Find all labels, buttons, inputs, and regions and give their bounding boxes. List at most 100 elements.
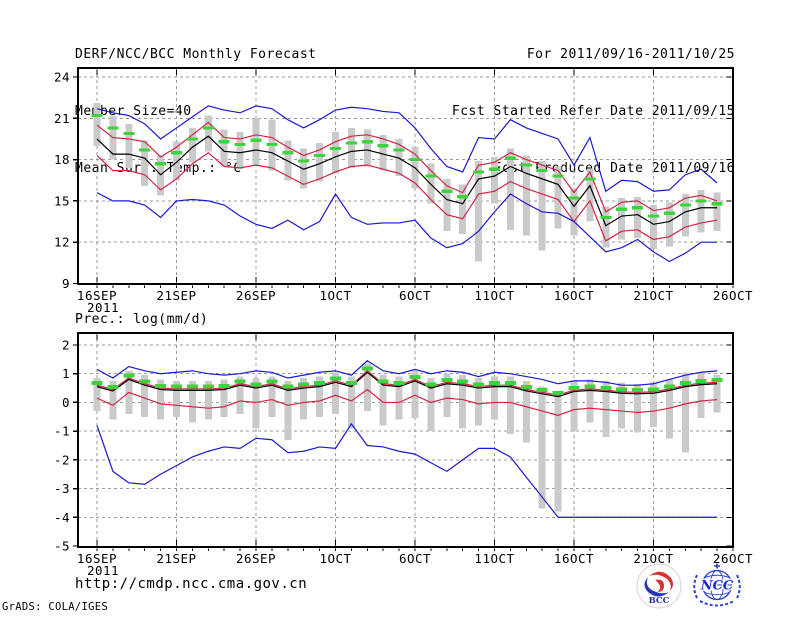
y-tick-label: 1 xyxy=(62,366,70,381)
ensemble-spread-bar xyxy=(300,378,308,420)
produced-date-label: Fcst Produced Date 2011/09/16 xyxy=(493,161,735,176)
x-tick-label: 21OCT xyxy=(633,551,673,566)
green-dash-forecast-marker xyxy=(600,385,612,390)
x-tick-label: 11OCT xyxy=(474,551,514,566)
green-dash-forecast-marker xyxy=(568,385,580,390)
green-dash-forecast-marker xyxy=(536,388,548,393)
ncc-logo-icon: NCC xyxy=(693,563,741,607)
ensemble-spread-bar xyxy=(713,192,721,232)
ensemble-spread-bar xyxy=(491,156,498,204)
green-dash-forecast-marker xyxy=(330,376,341,381)
precip-chart: -5 -4 -3 -2 -1 0 1 2 16SEP 21SEP 26SEP 1OCT 6OCT 11OC… xyxy=(54,332,753,578)
series-ensemble-max-line xyxy=(96,105,718,193)
ensemble-spread-bar xyxy=(475,378,483,426)
green-dash-forecast-marker xyxy=(632,206,644,210)
green-dash-forecast-marker xyxy=(504,156,516,160)
ensemble-spread-bar xyxy=(284,140,292,181)
ensemble-spread-bar xyxy=(204,115,212,152)
green-dash-forecast-marker xyxy=(314,153,326,158)
y-tick-label: -3 xyxy=(54,481,70,496)
green-dash-forecast-marker xyxy=(441,189,453,193)
ensemble-spread-bar xyxy=(697,372,705,419)
ensemble-spread-bar xyxy=(554,390,562,512)
green-dash-forecast-marker xyxy=(393,148,405,152)
ensemble-spread-bar xyxy=(443,373,451,417)
ensemble-spread-bar xyxy=(268,376,276,417)
green-dash-forecast-marker xyxy=(552,390,564,395)
ensemble-spread-bar xyxy=(586,169,594,222)
green-dash-forecast-marker xyxy=(584,384,596,389)
ensemble-spread-bar xyxy=(157,379,165,420)
green-dash-forecast-marker xyxy=(409,375,421,380)
green-dash-forecast-marker xyxy=(393,380,405,385)
series-ensemble-min-line xyxy=(96,192,718,263)
green-dash-forecast-marker xyxy=(186,384,198,389)
ensemble-spread-bar xyxy=(220,129,228,167)
green-dash-forecast-marker xyxy=(568,196,580,200)
ensemble-spread-bar xyxy=(141,140,149,186)
green-dash-forecast-marker xyxy=(520,385,532,390)
green-dash-forecast-marker xyxy=(282,151,294,155)
green-dash-forecast-marker xyxy=(711,202,723,206)
green-dash-forecast-marker xyxy=(361,366,373,371)
green-dash-forecast-marker xyxy=(663,211,675,215)
x-axis-year-label: 2011 xyxy=(87,300,119,315)
ensemble-spread-bar xyxy=(236,376,244,414)
green-dash-forecast-marker xyxy=(457,379,469,384)
ensemble-spread-bar xyxy=(316,143,324,182)
ensemble-spread-bar xyxy=(650,382,657,427)
ensemble-spread-bar xyxy=(713,375,721,413)
ensemble-spread-bar xyxy=(522,155,530,236)
y-tick-label: 9 xyxy=(62,276,70,291)
series-upper-spread-line xyxy=(96,121,718,213)
x-tick-label: 21OCT xyxy=(633,288,673,303)
x-tick-label: 16SEP xyxy=(77,551,117,566)
series-ensemble-max-line xyxy=(96,360,718,386)
ensemble-spread-bar xyxy=(443,178,451,232)
green-dash-forecast-marker xyxy=(616,387,628,392)
green-dash-forecast-marker xyxy=(695,199,707,203)
ensemble-spread-bar xyxy=(570,188,578,236)
y-tick-label: 0 xyxy=(62,395,70,410)
ensemble-spread-bar xyxy=(570,380,578,432)
y-tick-label: 21 xyxy=(54,111,70,126)
green-dash-forecast-marker xyxy=(632,388,644,393)
green-dash-forecast-marker xyxy=(441,378,453,383)
x-tick-label: 26OCT xyxy=(713,551,753,566)
green-dash-forecast-marker xyxy=(695,378,707,383)
ensemble-spread-bar xyxy=(681,194,689,237)
ensemble-spread-bar xyxy=(618,382,626,429)
x-tick-label: 16OCT xyxy=(554,288,594,303)
green-dash-forecast-marker xyxy=(314,380,326,385)
y-tick-label: 12 xyxy=(54,235,70,250)
green-dash-forecast-marker xyxy=(425,174,437,178)
x-tick-label: 26OCT xyxy=(713,288,753,303)
ensemble-spread-bar xyxy=(300,148,308,189)
ensemble-spread-bar xyxy=(173,380,180,417)
ensemble-spread-bar xyxy=(316,376,324,417)
ensemble-spread-bar xyxy=(427,378,435,432)
ensemble-spread-bar xyxy=(220,379,228,417)
ensemble-spread-bar xyxy=(618,198,626,240)
green-dash-forecast-marker xyxy=(298,382,310,387)
ensemble-spread-bar xyxy=(188,127,196,163)
ensemble-spread-bar xyxy=(665,202,673,247)
ensemble-spread-bar xyxy=(602,380,610,437)
series-lower-spread-line xyxy=(96,388,718,416)
ensemble-spread-bar xyxy=(379,134,387,171)
green-dash-forecast-marker xyxy=(361,140,373,144)
green-dash-forecast-marker xyxy=(234,379,246,384)
green-dash-forecast-marker xyxy=(409,158,421,162)
ensemble-spread-bar xyxy=(395,138,403,177)
green-dash-forecast-marker xyxy=(123,131,135,136)
x-tick-label: 16OCT xyxy=(554,551,594,566)
green-dash-forecast-marker xyxy=(345,380,357,385)
source-url-text: http://cmdp.ncc.cma.gov.cn xyxy=(75,576,308,592)
y-tick-label: -1 xyxy=(54,424,70,439)
green-dash-forecast-marker xyxy=(425,382,437,387)
green-dash-forecast-marker xyxy=(377,144,389,148)
plot-frame xyxy=(77,332,734,548)
green-dash-forecast-marker xyxy=(679,380,691,385)
green-dash-forecast-marker xyxy=(266,142,278,147)
